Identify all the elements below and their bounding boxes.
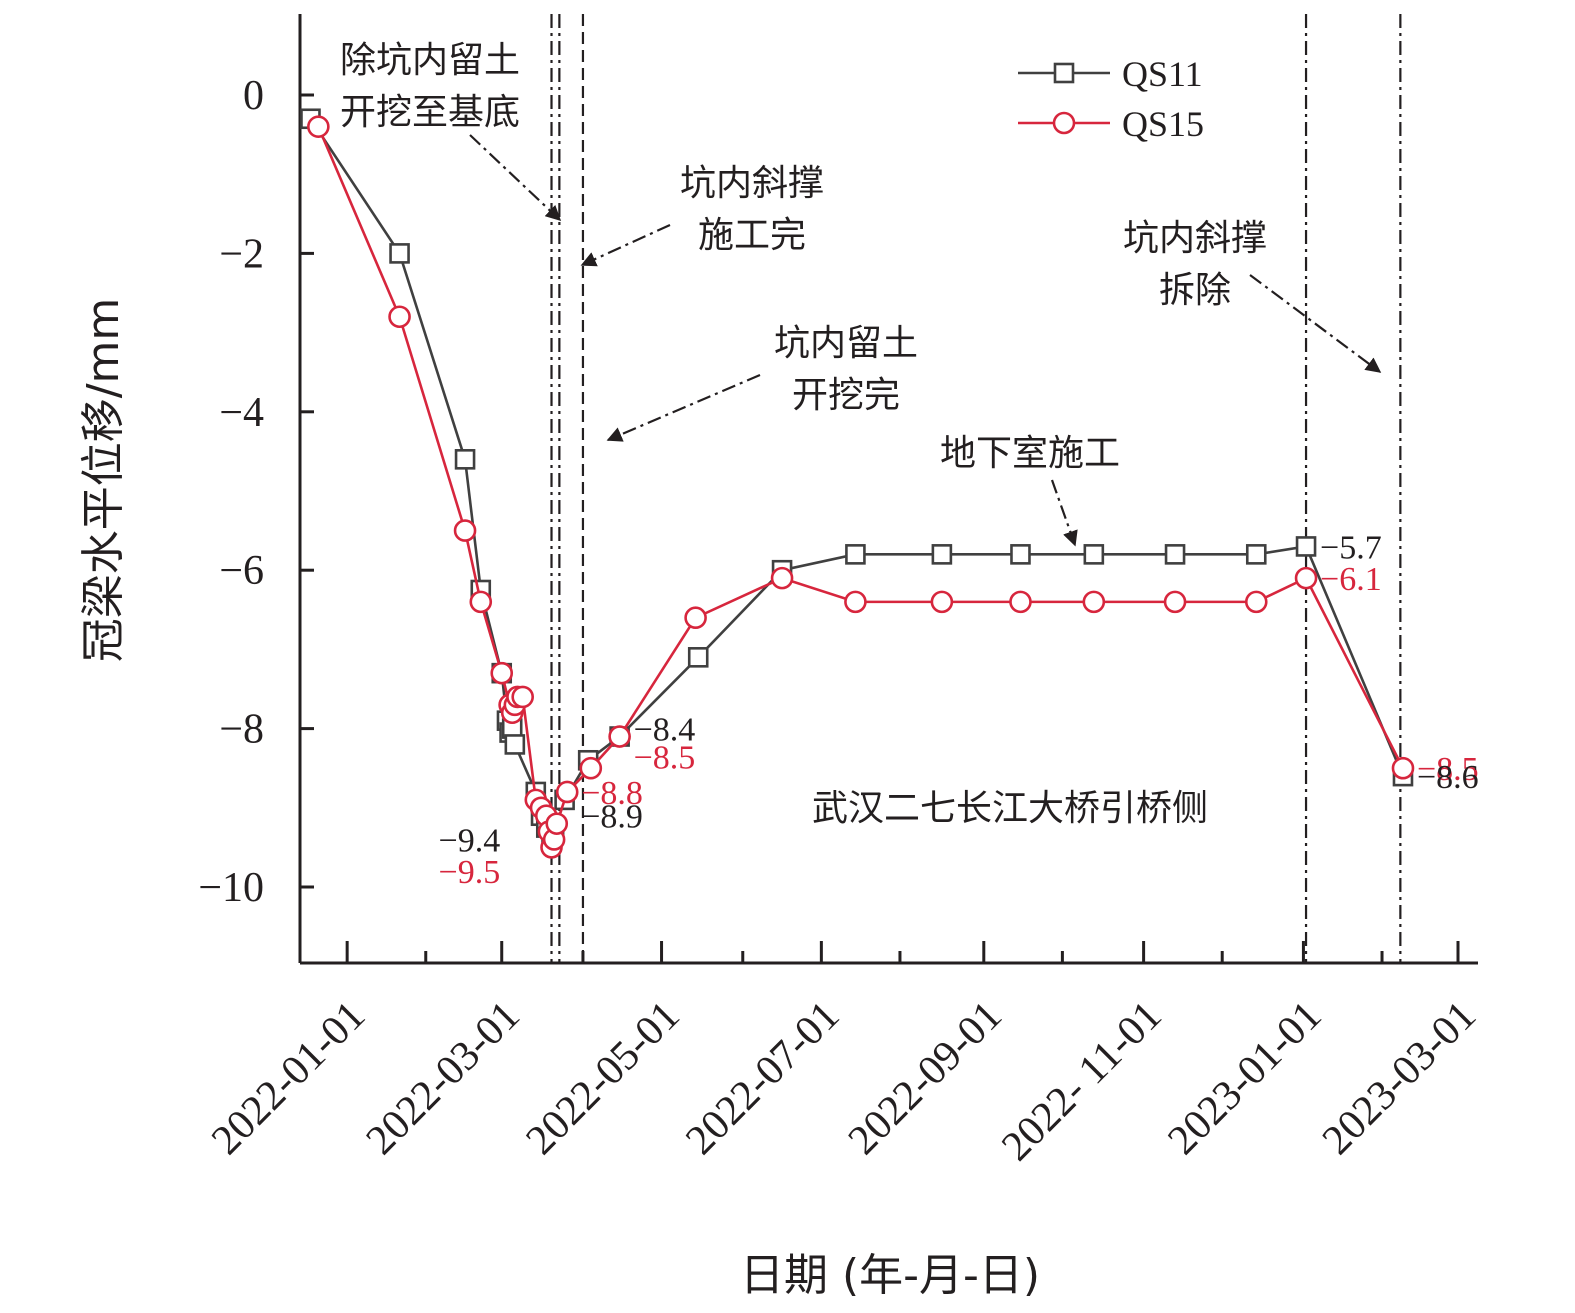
data-point-qs15 <box>469 590 493 614</box>
x-tick-label: 2022-09-01 <box>840 993 1011 1164</box>
x-tick-label: 2022-07-01 <box>677 993 848 1164</box>
annotation-arrow <box>1050 479 1078 547</box>
annotation-text: 开挖完 <box>792 375 900 416</box>
data-point-qs15 <box>307 115 330 138</box>
legend-marker-qs11 <box>1053 62 1075 84</box>
x-tick-label: 2022- 11-01 <box>993 993 1170 1170</box>
annotation-text: 地下室施工 <box>940 433 1120 474</box>
y-tick-label: −8 <box>219 707 264 753</box>
annotation-arrow <box>580 223 671 267</box>
value-label: −8.8 <box>581 775 643 812</box>
y-tick-label: −4 <box>219 390 264 436</box>
data-point-qs15 <box>1009 590 1032 614</box>
annotation-text: 坑内斜撑 <box>680 163 824 204</box>
annotation-arrow <box>469 134 562 222</box>
annotation-text: 拆除 <box>1159 270 1231 311</box>
data-point-qs15 <box>1244 590 1268 614</box>
y-tick-label: −6 <box>219 548 264 594</box>
data-point-qs11 <box>1164 544 1186 565</box>
y-tick-label: 0 <box>243 73 264 119</box>
data-point-qs15 <box>684 606 707 630</box>
data-point-qs15 <box>453 519 477 542</box>
x-axis-title: 日期 (年-月-日) <box>740 1250 1040 1301</box>
data-point-qs15 <box>545 812 569 835</box>
data-point-qs15 <box>608 725 631 748</box>
annotation-arrow <box>1249 274 1382 373</box>
annotation-text: 除坑内留土 <box>340 40 520 81</box>
value-label: −5.7 <box>1320 529 1382 566</box>
value-label: −9.5 <box>439 854 501 891</box>
data-point-qs11 <box>845 544 866 565</box>
data-point-qs11 <box>1245 544 1267 565</box>
annotation-text: 坑内留土 <box>774 323 918 364</box>
data-point-qs15 <box>555 780 579 804</box>
x-tick-label: 2022-01-01 <box>203 993 374 1164</box>
x-tick-label: 2022-05-01 <box>518 993 689 1164</box>
value-label: −6.1 <box>1320 561 1382 598</box>
data-point-qs11 <box>389 243 410 264</box>
data-point-qs15 <box>1294 566 1318 590</box>
value-label: −8.5 <box>634 739 696 776</box>
data-point-qs15 <box>844 590 867 614</box>
annotation-text: 武汉二七长江大桥引桥侧 <box>812 788 1208 829</box>
data-point-qs11 <box>1010 544 1031 565</box>
annotation-text: 施工完 <box>698 215 806 256</box>
data-point-qs11 <box>1295 536 1317 557</box>
value-label: −8.9 <box>581 799 643 836</box>
data-point-qs15 <box>1082 590 1106 614</box>
data-point-qs15 <box>1163 590 1187 614</box>
value-label: −9.4 <box>439 822 501 859</box>
y-axis-title: 冠梁水平位移/mm <box>78 298 129 663</box>
data-point-qs11 <box>1083 544 1105 565</box>
data-point-qs15 <box>1391 756 1415 780</box>
data-point-qs11 <box>504 734 526 755</box>
legend-label-qs15: QS15 <box>1122 104 1204 144</box>
x-tick-label: 2022-03-01 <box>358 993 529 1164</box>
x-tick-label: 2023-03-01 <box>1314 993 1485 1164</box>
data-point-qs11 <box>931 544 953 565</box>
value-label: −8.4 <box>634 712 696 749</box>
data-point-qs11 <box>454 449 476 470</box>
value-label: −8.6 <box>1417 759 1479 796</box>
annotation-arrow <box>606 373 761 442</box>
annotation-text: 坑内斜撑 <box>1123 218 1267 259</box>
y-tick-label: −2 <box>219 231 264 277</box>
data-point-qs15 <box>579 756 603 780</box>
y-tick-label: −10 <box>198 865 264 911</box>
data-point-qs15 <box>511 685 534 709</box>
legend-marker-qs15 <box>1052 111 1076 135</box>
data-point-qs15 <box>770 566 794 590</box>
x-tick-label: 2023-01-01 <box>1159 993 1330 1164</box>
annotation-text: 开挖至基底 <box>340 92 520 133</box>
data-point-qs15 <box>388 305 411 329</box>
value-label: −8.5 <box>1417 751 1479 788</box>
data-point-qs11 <box>687 647 709 668</box>
legend-label-qs11: QS11 <box>1122 54 1203 94</box>
data-point-qs15 <box>490 661 514 685</box>
data-point-qs15 <box>930 590 954 614</box>
